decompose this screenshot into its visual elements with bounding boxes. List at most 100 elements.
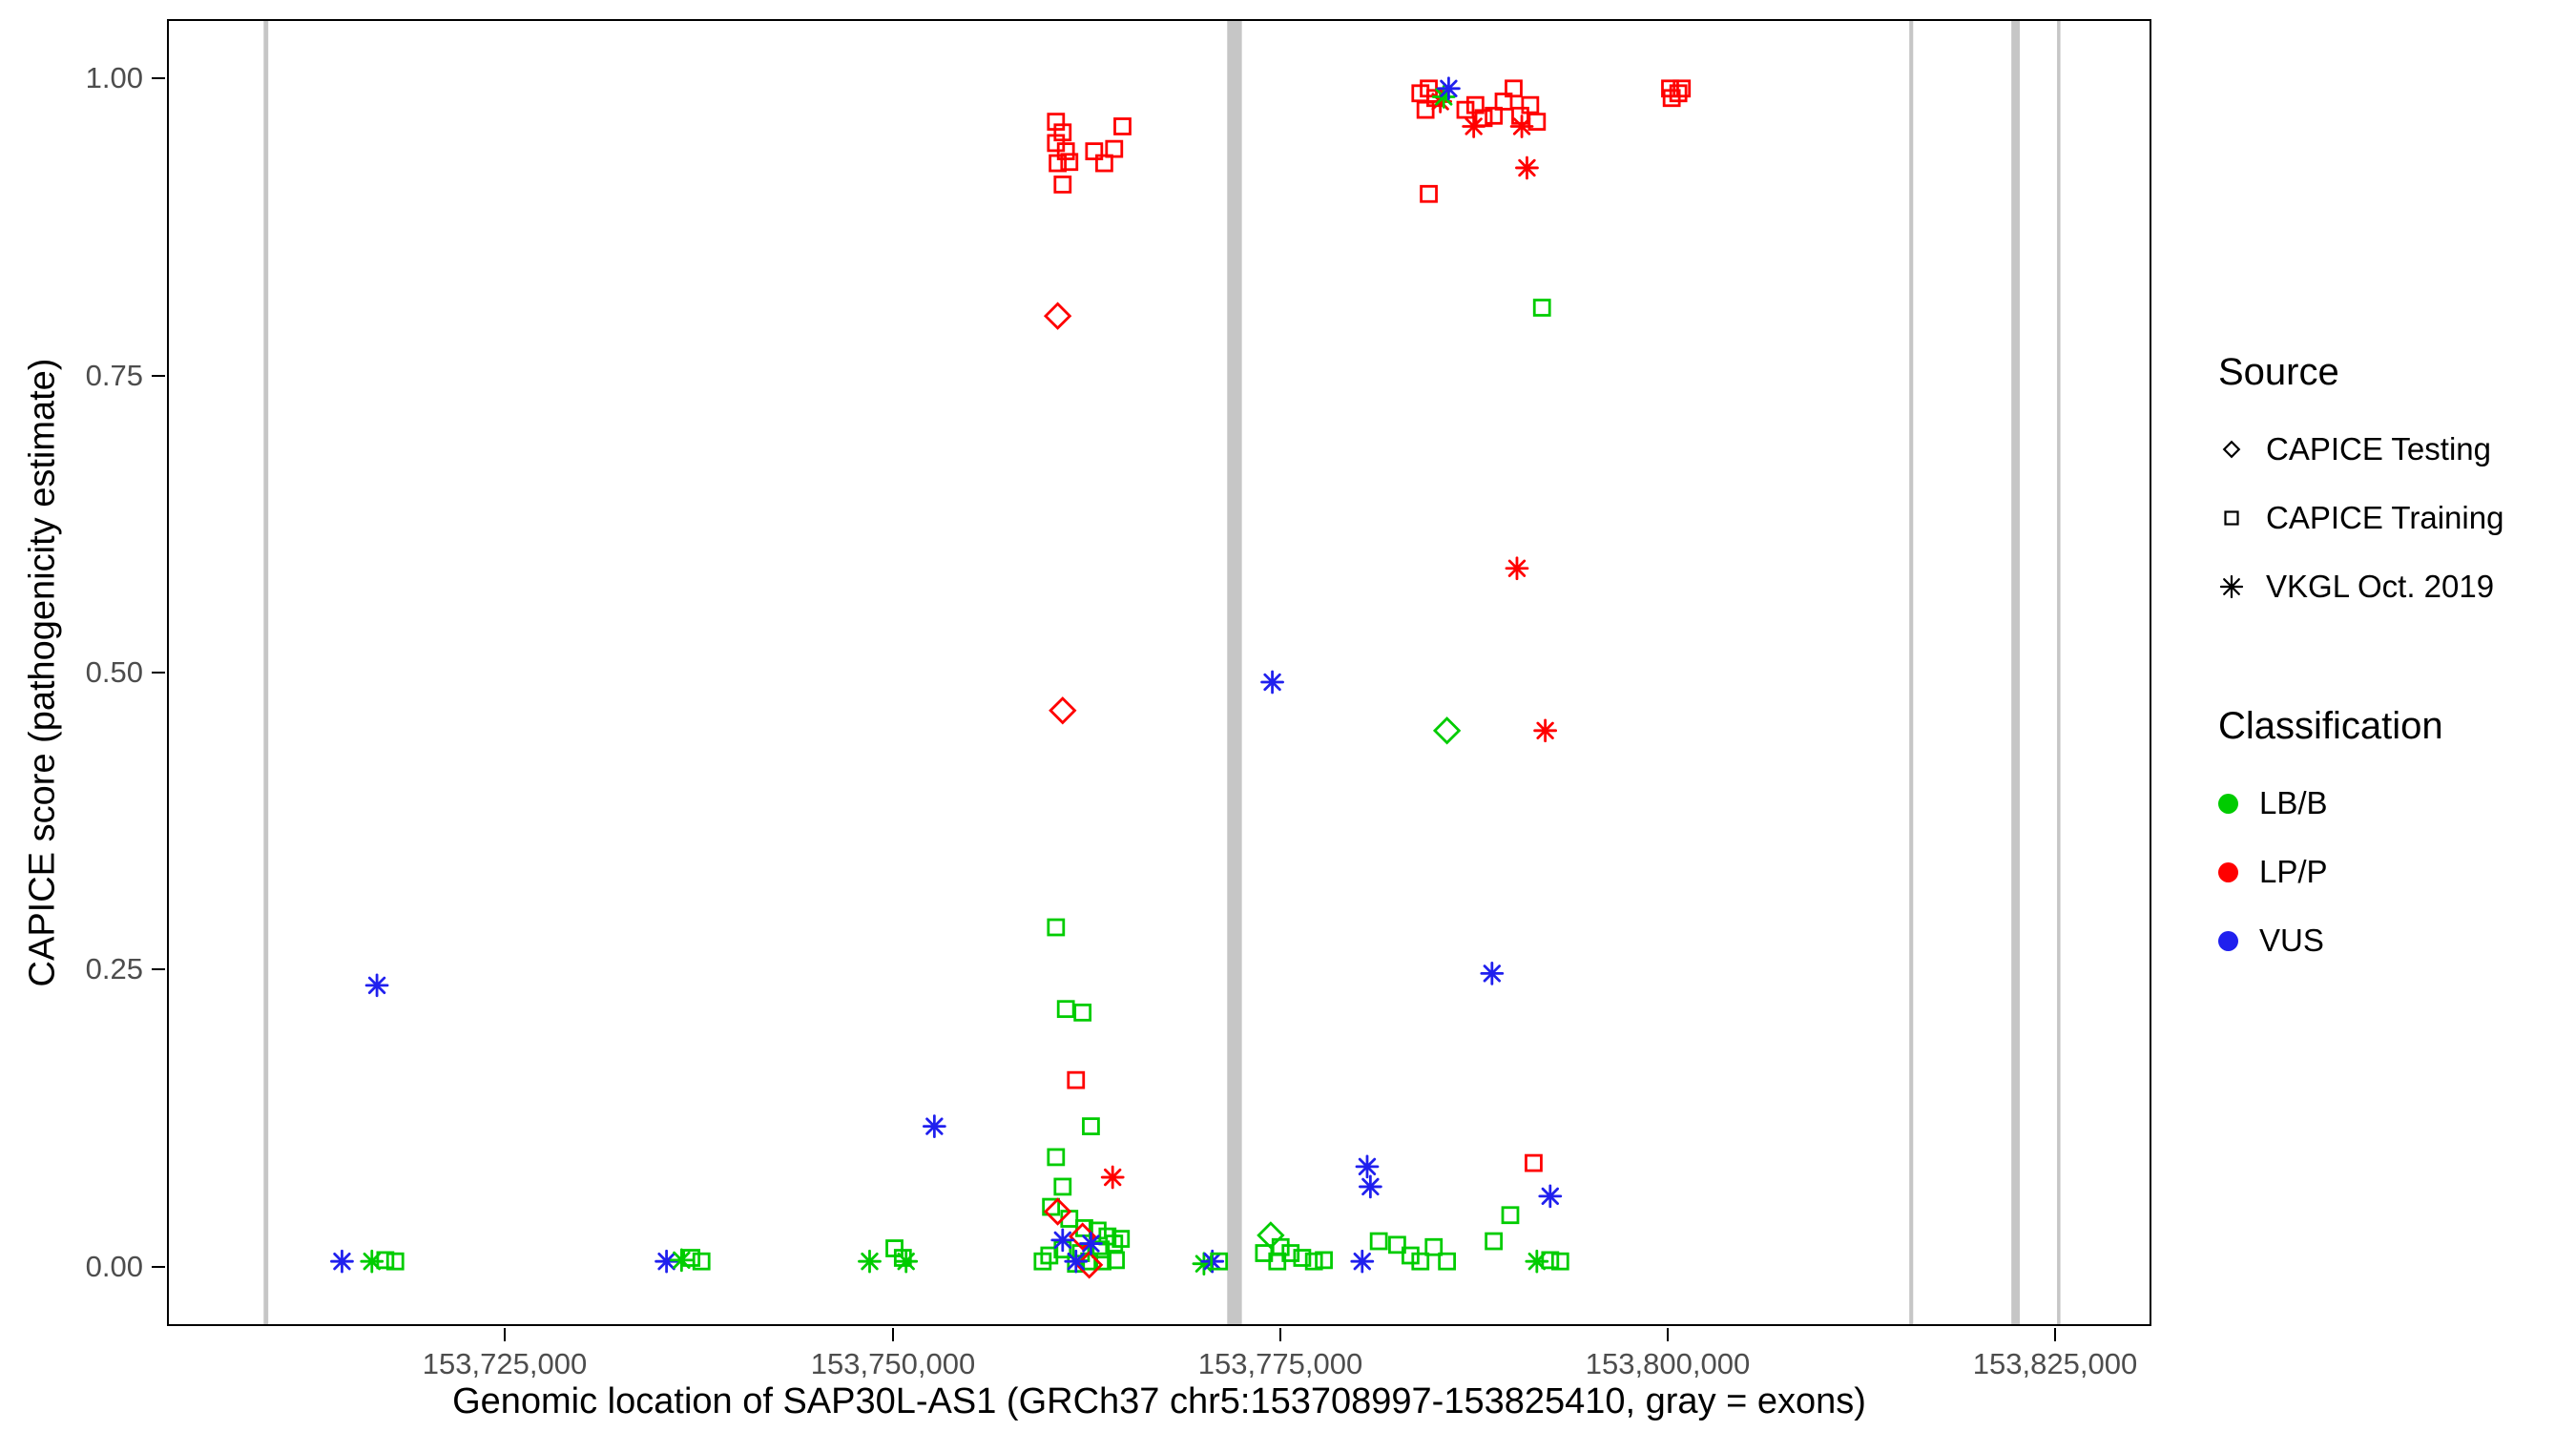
data-point [1533, 718, 1557, 743]
data-point [894, 1249, 919, 1274]
y-tick-label: 0.50 [85, 655, 143, 689]
data-point [858, 1249, 882, 1274]
x-tick-mark [1279, 1328, 1281, 1341]
data-point [1105, 139, 1124, 158]
data-point [1505, 556, 1529, 581]
data-point [1420, 184, 1438, 203]
data-point [1541, 1251, 1560, 1270]
diamond-icon [2222, 440, 2241, 459]
data-point [1462, 114, 1486, 138]
x-tick-label: 153,800,000 [1585, 1347, 1751, 1380]
data-point [1505, 79, 1523, 98]
data-point [682, 1249, 701, 1267]
legend: Source CAPICE Testing CAPICE Training [2218, 351, 2503, 975]
y-tick-mark [152, 77, 165, 79]
x-tick-label: 153,775,000 [1197, 1347, 1363, 1380]
data-point [330, 1249, 354, 1274]
exon-bar [1909, 21, 1914, 1324]
x-tick-label: 153,725,000 [422, 1347, 588, 1380]
data-point [1049, 696, 1077, 725]
data-point [1043, 1197, 1072, 1226]
data-point [1079, 1232, 1103, 1255]
data-point [1515, 156, 1539, 180]
data-point [1113, 117, 1132, 135]
data-point [1260, 670, 1284, 695]
data-point [669, 1248, 694, 1273]
x-tick-mark [504, 1328, 506, 1341]
data-point [1424, 1237, 1444, 1256]
data-point [1411, 1252, 1430, 1271]
data-point [1043, 301, 1072, 330]
data-point [1494, 93, 1513, 111]
data-point [1268, 1252, 1287, 1271]
data-point [376, 1251, 395, 1270]
data-point [1082, 1117, 1100, 1135]
data-point [1662, 89, 1681, 108]
y-tick-mark [152, 672, 165, 674]
data-point [1047, 1148, 1066, 1167]
y-tick-mark [152, 968, 165, 970]
data-point [1525, 1153, 1543, 1172]
data-point [1053, 1177, 1072, 1196]
legend-item-label: LP/P [2259, 854, 2328, 889]
data-point [1304, 1252, 1323, 1271]
data-point [1388, 1235, 1406, 1255]
data-point [1053, 176, 1072, 194]
data-point [364, 973, 389, 998]
legend-item-label: VKGL Oct. 2019 [2266, 569, 2495, 604]
data-point [1064, 1249, 1089, 1274]
data-point [1501, 1206, 1520, 1225]
y-tick-mark [152, 375, 165, 377]
plot-panel [167, 19, 2151, 1326]
data-point [1358, 1174, 1382, 1199]
data-point [1521, 95, 1540, 114]
data-point [1438, 1252, 1457, 1271]
x-tick-mark [892, 1328, 894, 1341]
data-point [1095, 154, 1113, 173]
data-point [1485, 1232, 1504, 1251]
y-tick-label: 1.00 [85, 61, 143, 94]
data-point [1056, 1000, 1075, 1019]
data-point [1042, 1197, 1061, 1216]
data-point [1111, 1230, 1131, 1248]
y-tick-label: 0.25 [85, 952, 143, 985]
data-point [1060, 153, 1079, 172]
legend-item-vkgl: VKGL Oct. 2019 [2218, 552, 2503, 621]
asterisk-icon [2219, 574, 2244, 599]
exon-bar [263, 21, 269, 1324]
data-point [385, 1252, 405, 1271]
data-point [1293, 1249, 1312, 1267]
y-tick-mark [152, 1266, 165, 1268]
lpp-color-dot [2218, 861, 2238, 882]
data-point [1074, 1251, 1104, 1279]
exon-bar [2057, 21, 2061, 1324]
data-point [1550, 1252, 1569, 1271]
legend-item-lbb: LB/B [2218, 769, 2503, 838]
data-point [1527, 113, 1547, 131]
data-point [692, 1252, 711, 1271]
plot-area [263, 21, 2061, 1324]
data-point [1091, 1240, 1111, 1259]
lbb-color-dot [2218, 793, 2238, 814]
square-icon [2224, 510, 2239, 526]
data-point [1210, 1252, 1229, 1271]
legend-item-label: LB/B [2259, 785, 2328, 820]
legend-classification-title: Classification [2218, 705, 2443, 747]
x-tick-mark [1667, 1328, 1669, 1341]
data-point [1093, 1252, 1111, 1271]
exon-bar [2011, 21, 2021, 1324]
data-point [1437, 76, 1461, 101]
x-tick-label: 153,750,000 [810, 1347, 976, 1380]
data-point [1485, 106, 1504, 125]
legend-source-title: Source [2218, 351, 2339, 393]
legend-item-capice-training: CAPICE Training [2218, 484, 2503, 552]
y-tick-label: 0.00 [85, 1250, 143, 1283]
exon-bar [1227, 21, 1242, 1324]
data-point [1456, 100, 1475, 119]
data-point [1047, 918, 1066, 937]
data-point [1480, 962, 1505, 985]
data-point [1315, 1251, 1333, 1270]
data-point [1085, 142, 1104, 160]
vus-color-dot [2218, 930, 2238, 951]
data-point [1402, 1246, 1420, 1265]
